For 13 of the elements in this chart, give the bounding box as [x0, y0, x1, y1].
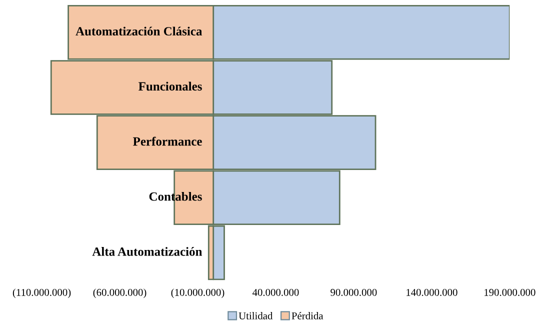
x-tick-label: (110.000.000)	[12, 288, 71, 298]
y-tick-label: Funcionales	[138, 82, 202, 91]
y-tick-label: Alta Automatización	[92, 247, 202, 256]
legend-label: Utilidad	[238, 312, 273, 320]
legend-label: Pérdida	[292, 312, 324, 320]
x-tick-label: 40.000.000	[252, 288, 299, 296]
y-tick-label: Automatización Clásica	[76, 26, 202, 36]
x-tick-label: (10.000.000)	[171, 288, 224, 298]
x-tick-label: (60.000.000)	[93, 288, 146, 298]
x-tick-label: 140.000.000	[406, 288, 458, 296]
x-tick-label: 190.000.000	[484, 288, 536, 296]
x-tick-label: 90.000.000	[330, 288, 377, 296]
y-tick-label: Performance	[133, 136, 202, 146]
